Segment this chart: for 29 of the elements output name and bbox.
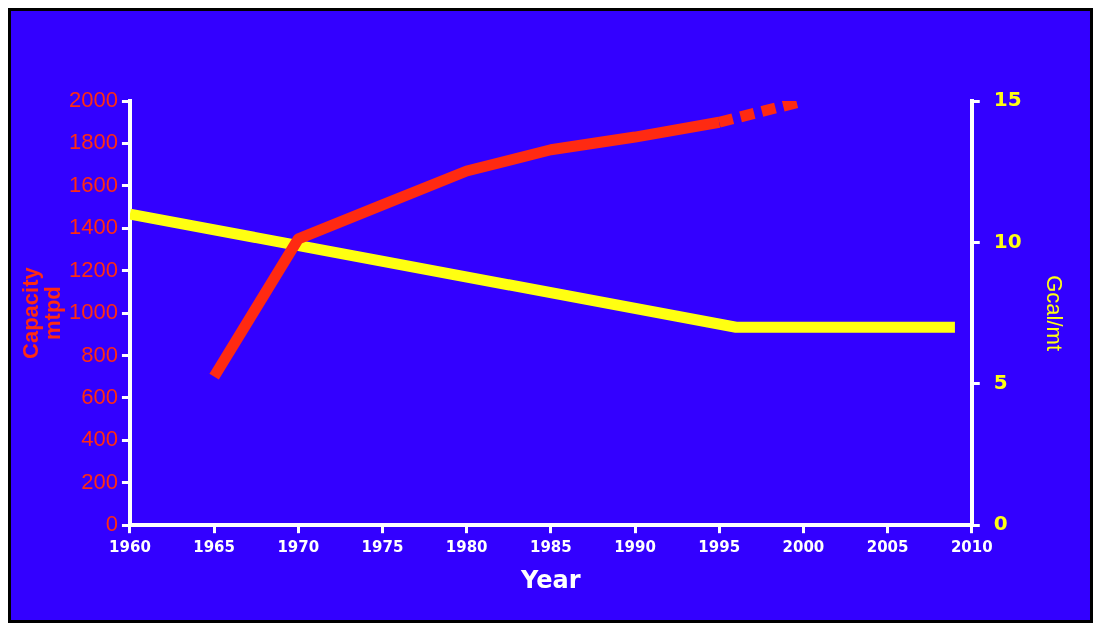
y-tick-label: 1800 <box>68 129 118 155</box>
y-tick-label: 600 <box>81 384 118 409</box>
x-tick-label: 1960 <box>109 538 151 557</box>
y-tick-label: 1400 <box>68 214 118 240</box>
y-axis-title: Capacity mtpd <box>18 266 66 359</box>
y2-tick-label: 5 <box>993 370 1008 394</box>
y2-axis-title: Gcal/mt <box>1041 275 1067 351</box>
x-tick-label: 1995 <box>698 538 741 557</box>
y-tick-label: 1000 <box>68 299 118 325</box>
x-axis-title: Year <box>520 565 581 594</box>
x-tick-label: 2010 <box>950 538 993 557</box>
y2-tick-label: 0 <box>993 511 1008 536</box>
x-tick-label: 1965 <box>193 538 235 557</box>
x-tick-label: 2005 <box>866 538 909 557</box>
y-tick-label: 400 <box>81 426 118 452</box>
y-tick-label: 0 <box>105 511 118 537</box>
y2-tick-label: 15 <box>993 87 1022 112</box>
y2-tick-label: 10 <box>993 228 1022 253</box>
x-tick-label: 1990 <box>614 538 656 557</box>
y-tick-label: 800 <box>81 341 118 367</box>
y-tick-label: 2000 <box>68 87 118 113</box>
x-tick-label: 2000 <box>782 538 825 557</box>
y-tick-label: 1200 <box>68 256 118 282</box>
x-tick-label: 1975 <box>361 538 404 557</box>
y-tick-label: 1600 <box>68 171 118 197</box>
x-tick-label: 1980 <box>445 538 488 557</box>
x-tick-label: 1985 <box>529 538 572 557</box>
x-tick-label: 1970 <box>277 538 320 557</box>
y-tick-label: 200 <box>81 468 118 494</box>
